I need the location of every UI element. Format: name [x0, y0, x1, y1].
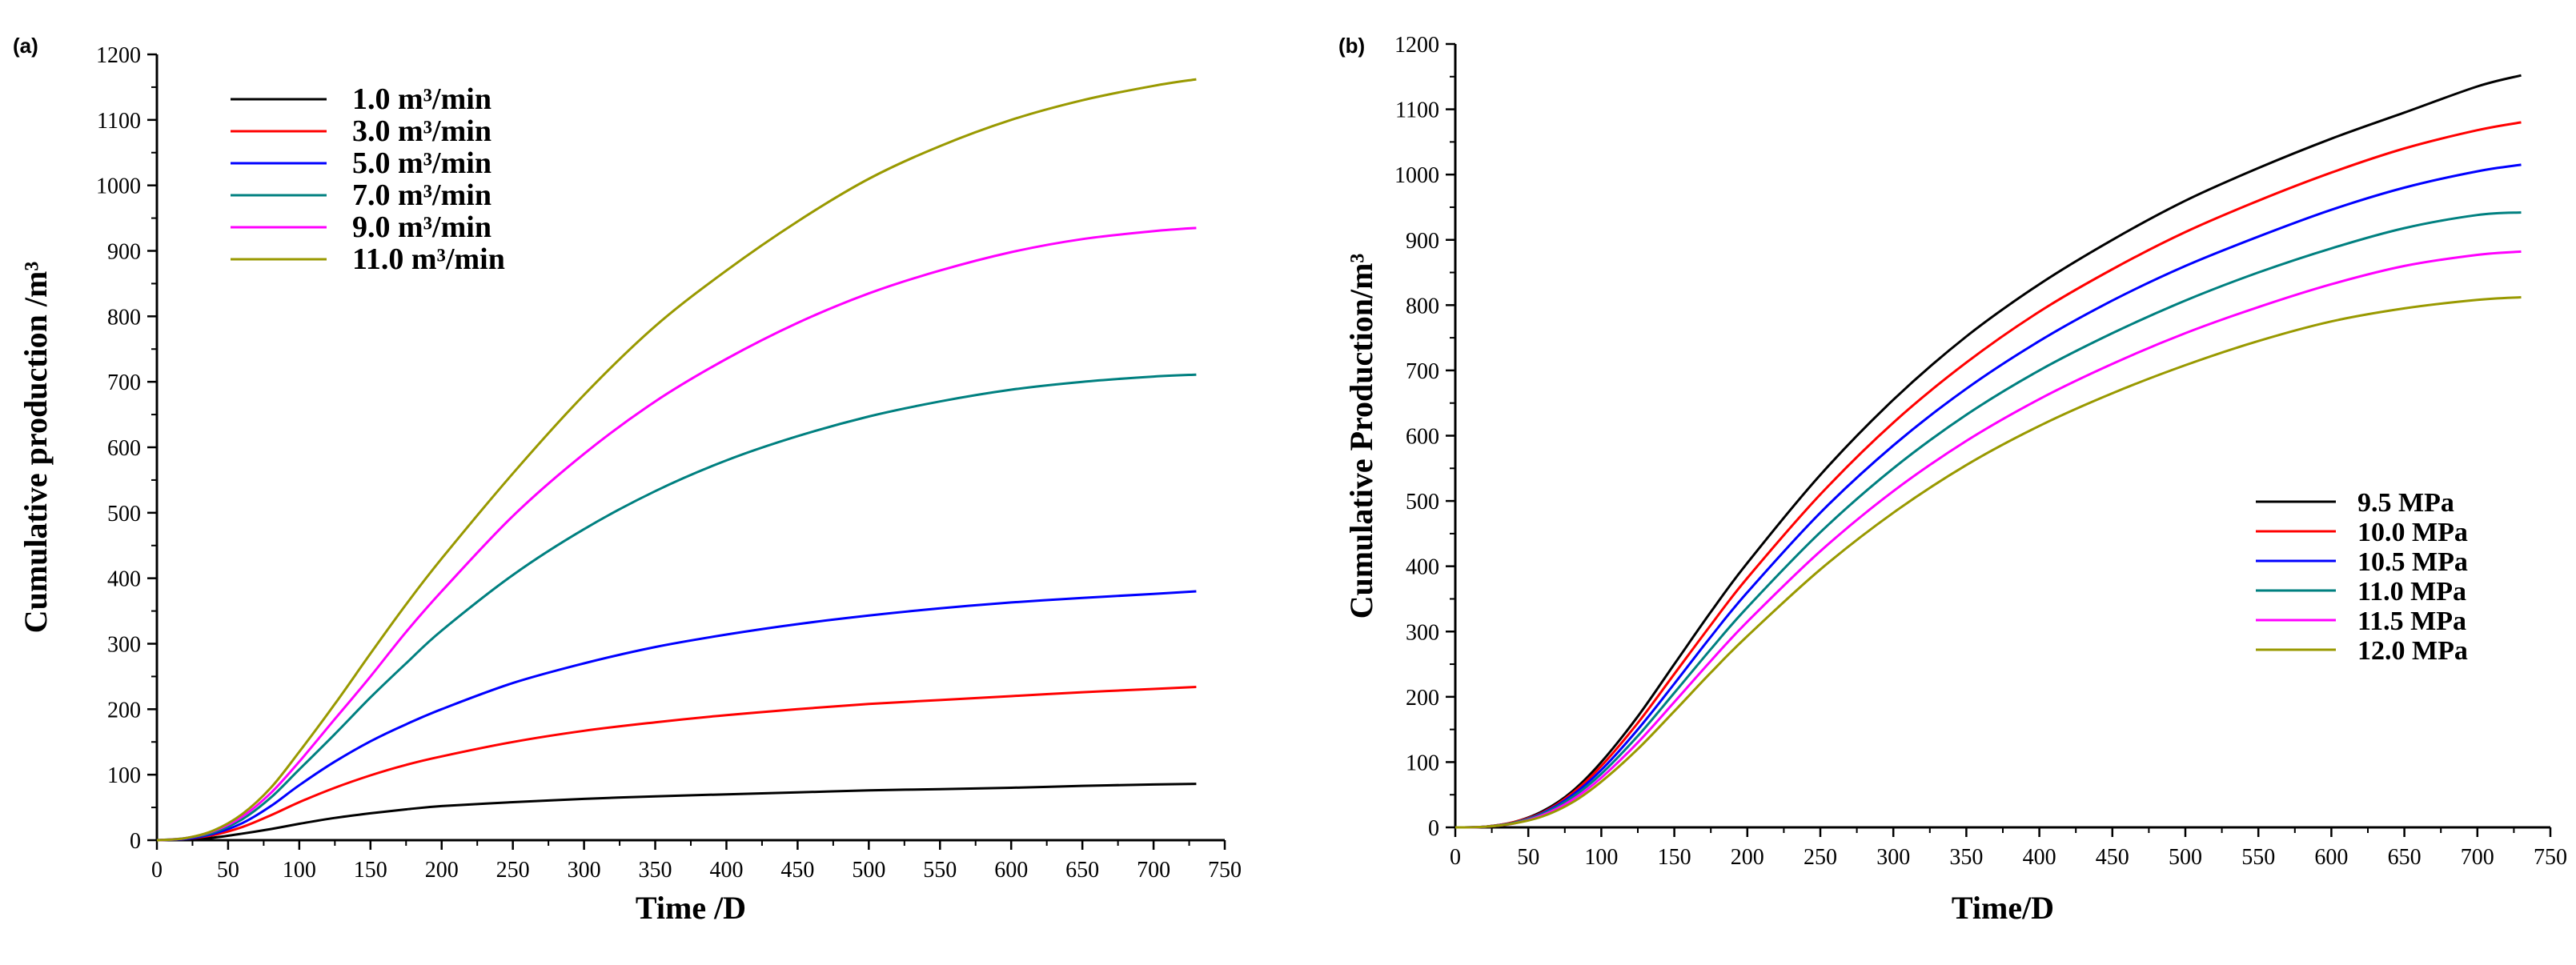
panel-label: (b) [1338, 34, 1365, 58]
x-tick-label: 100 [283, 858, 316, 883]
x-tick-label: 350 [1949, 845, 1983, 870]
legend-label-5: 12.0 MPa [2357, 636, 2468, 666]
y-tick-label: 600 [107, 436, 141, 461]
series-line-4 [1455, 250, 2522, 829]
y-tick-label: 900 [107, 240, 141, 265]
x-axis-title: Time/D [1952, 890, 2054, 926]
x-tick-label: 650 [1065, 858, 1099, 883]
x-tick-label: 550 [923, 858, 957, 883]
legend-label-2: 10.5 MPa [2357, 547, 2468, 577]
x-tick-label: 700 [2461, 845, 2494, 870]
y-tick-label: 1200 [96, 43, 141, 68]
y-tick-label: 700 [1406, 359, 1439, 384]
x-tick-label: 50 [1517, 845, 1539, 870]
series-line-3 [156, 373, 1197, 842]
x-tick-label: 600 [994, 858, 1028, 883]
y-axis-title: Cumulative production /m³ [18, 262, 54, 634]
legend-label-1: 10.0 MPa [2357, 518, 2468, 547]
chart-panel-1: (b)0100200300400500600700800900100011001… [1338, 33, 2567, 926]
y-tick-label: 0 [130, 829, 141, 854]
x-axis-title: Time /D [636, 890, 746, 926]
y-tick-label: 1100 [97, 109, 141, 134]
x-tick-label: 100 [1584, 845, 1618, 870]
legend-label-0: 9.5 MPa [2357, 488, 2454, 518]
x-tick-label: 50 [217, 858, 239, 883]
x-tick-label: 500 [2169, 845, 2202, 870]
legend-label-3: 7.0 m³/min [352, 178, 492, 212]
x-tick-label: 750 [2534, 845, 2567, 870]
x-tick-label: 300 [568, 858, 601, 883]
y-tick-label: 300 [1406, 620, 1439, 645]
y-tick-label: 100 [1406, 751, 1439, 775]
x-tick-label: 450 [2096, 845, 2129, 870]
legend-label-5: 11.0 m³/min [352, 242, 505, 276]
y-tick-label: 200 [107, 698, 141, 723]
legend-label-2: 5.0 m³/min [352, 146, 492, 180]
x-tick-label: 450 [780, 858, 814, 883]
x-tick-label: 250 [496, 858, 530, 883]
y-tick-label: 0 [1428, 816, 1439, 841]
legend-label-0: 1.0 m³/min [352, 82, 492, 116]
series-line-2 [156, 590, 1197, 842]
x-tick-label: 750 [1208, 858, 1242, 883]
x-tick-label: 250 [1804, 845, 1837, 870]
y-tick-label: 500 [1406, 490, 1439, 515]
y-tick-label: 400 [107, 567, 141, 592]
x-tick-label: 700 [1137, 858, 1170, 883]
x-tick-label: 200 [1731, 845, 1764, 870]
series-line-5 [156, 78, 1197, 842]
series-line-1 [156, 686, 1197, 842]
x-tick-label: 600 [2314, 845, 2348, 870]
y-tick-label: 600 [1406, 425, 1439, 450]
x-tick-label: 200 [425, 858, 459, 883]
y-tick-label: 500 [107, 502, 141, 527]
series-line-0 [1455, 74, 2522, 829]
series-line-4 [156, 226, 1197, 842]
legend-label-1: 3.0 m³/min [352, 114, 492, 148]
x-tick-label: 400 [709, 858, 743, 883]
series-line-3 [1455, 211, 2522, 829]
series-line-1 [1455, 121, 2522, 829]
y-tick-label: 1000 [96, 174, 141, 199]
y-tick-label: 100 [107, 763, 141, 788]
x-tick-label: 650 [2388, 845, 2422, 870]
x-tick-label: 350 [639, 858, 672, 883]
legend-label-4: 9.0 m³/min [352, 210, 492, 244]
y-tick-label: 700 [107, 370, 141, 395]
y-tick-label: 800 [1406, 294, 1439, 318]
y-tick-label: 1000 [1394, 163, 1439, 188]
series-line-5 [1455, 296, 2522, 829]
x-tick-label: 550 [2241, 845, 2275, 870]
x-tick-label: 150 [1658, 845, 1691, 870]
series-line-0 [156, 783, 1197, 842]
y-tick-label: 300 [107, 633, 141, 658]
y-tick-label: 1100 [1395, 98, 1439, 123]
x-tick-label: 400 [2023, 845, 2056, 870]
y-tick-label: 400 [1406, 555, 1439, 580]
y-tick-label: 900 [1406, 229, 1439, 254]
y-tick-label: 1200 [1394, 33, 1439, 58]
x-tick-label: 0 [1450, 845, 1461, 870]
x-tick-label: 300 [1876, 845, 1910, 870]
chart-panel-0: (a)0100200300400500600700800900100011001… [13, 34, 1242, 926]
legend-label-4: 11.5 MPa [2357, 607, 2466, 636]
x-tick-label: 0 [151, 858, 163, 883]
x-tick-label: 150 [354, 858, 387, 883]
x-tick-label: 500 [852, 858, 885, 883]
series-line-2 [1455, 163, 2522, 829]
y-tick-label: 200 [1406, 686, 1439, 711]
y-axis-title: Cumulative Production/m³ [1343, 254, 1379, 619]
legend-label-3: 11.0 MPa [2357, 577, 2466, 607]
panel-label: (a) [13, 34, 38, 58]
y-tick-label: 800 [107, 305, 141, 330]
